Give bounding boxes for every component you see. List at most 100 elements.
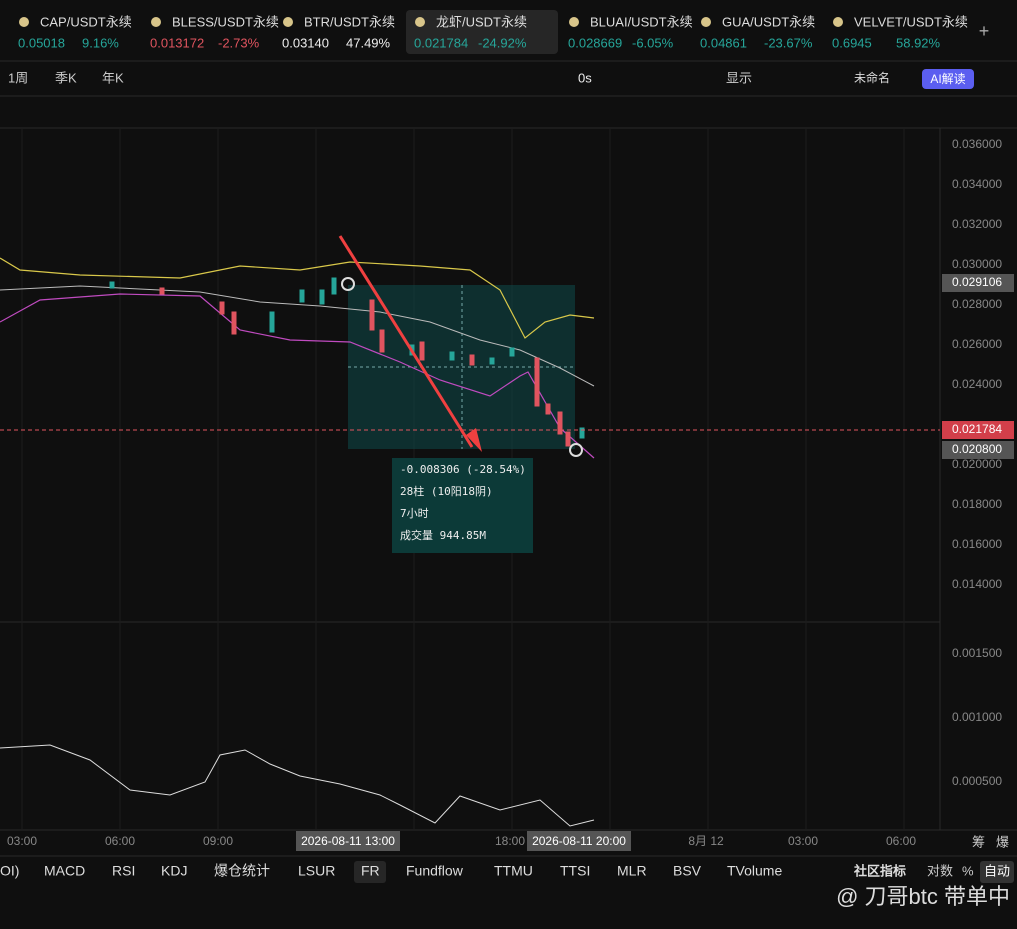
indicator-tab[interactable]: LSUR [298,863,335,879]
watermark: @ 刀哥btc 带单中 [836,884,1010,909]
ticker-price[interactable]: 0.04861 [700,35,747,50]
indicator-line [0,744,595,827]
ticker-change[interactable]: -6.05% [632,35,674,50]
price-label: 0.001500 [952,646,1002,660]
time-label: 06:00 [886,834,916,848]
price-label: 0.036000 [952,137,1002,151]
ticker-change[interactable]: -23.67% [764,35,813,50]
price-badge [942,421,1014,439]
price-badge-label: 0.029106 [952,275,1002,289]
price-label: 0.032000 [952,217,1002,231]
indicator-tab[interactable]: RSI [112,863,135,879]
time-badge [527,831,631,851]
ticker-name[interactable]: VELVET/USDT永续 [854,14,968,29]
time-badge [296,831,400,851]
ticker-name[interactable]: BTR/USDT永续 [304,14,395,29]
indicator-tab[interactable]: TVolume [727,863,782,879]
handle [569,443,583,457]
axis-button[interactable]: 筹 [972,834,985,849]
time-label: 03:00 [7,834,37,848]
price-label: 0.030000 [952,257,1002,271]
ticker-name[interactable]: 龙虾/USDT永续 [436,14,527,29]
auto-toggle[interactable]: 自动 [984,863,1010,878]
ticker-change[interactable]: 9.16% [82,35,119,50]
ticker-change[interactable]: 58.92% [896,35,941,50]
ticker-icon [283,17,293,27]
ticker-name[interactable]: BLUAI/USDT永续 [590,14,693,29]
price-badge-label: 0.020800 [952,442,1002,456]
time-label: 06:00 [105,834,135,848]
price-badge-label: 0.021784 [952,422,1002,436]
indicator-tab[interactable]: MLR [617,863,647,879]
indicator-tab[interactable]: TTSI [560,863,590,879]
grid [21,128,905,830]
indicator-tab[interactable]: FR [361,863,380,879]
indicator-tab[interactable]: MACD [44,863,85,879]
ticker-icon [415,17,425,27]
price-label: 0.026000 [952,337,1002,351]
band-lower [0,293,595,459]
indicator-tab[interactable]: KDJ [161,863,187,879]
display[interactable]: 显示 [726,70,752,85]
measure-tooltip [392,458,533,553]
period[interactable]: 年K [102,70,124,85]
time-badge-label: 2026-08-11 13:00 [301,834,395,848]
ticker-price[interactable]: 0.6945 [832,35,872,50]
ai-button-bg[interactable] [922,69,974,89]
ticker-change[interactable]: -24.92% [478,35,527,50]
time-badge-label: 2026-08-11 20:00 [532,834,626,848]
ticker-price[interactable]: 0.03140 [282,35,329,50]
ticker-icon [701,17,711,27]
ticker-icon [19,17,29,27]
ticker-icon [569,17,579,27]
ticker-price[interactable]: 0.05018 [18,35,65,50]
auto-bg [980,861,1014,883]
indicator-tab[interactable]: OI) [0,863,19,879]
time-label: 18:00 [495,834,525,848]
ai-button[interactable]: AI解读 [930,72,965,86]
measure-line: -0.008306 (-28.54%) [400,463,526,476]
ticker-name[interactable]: GUA/USDT永续 [722,14,815,29]
axis-button[interactable]: 爆 [996,834,1009,849]
price-label: 0.028000 [952,297,1002,311]
layout-name[interactable]: 未命名 [854,70,890,85]
indicator-tab[interactable]: 爆仓统计 [214,863,270,879]
percent-toggle[interactable]: % [962,863,974,878]
ticker-name[interactable]: BLESS/USDT永续 [172,14,279,29]
indicator-tab[interactable]: TTMU [494,863,533,879]
indicator-tab[interactable]: BSV [673,863,702,879]
ticker-price[interactable]: 0.013172 [150,35,204,50]
arrow [338,235,474,448]
price-badge [942,274,1014,292]
band-upper [0,257,595,339]
ticker-price[interactable]: 0.021784 [414,35,468,50]
ticker-name[interactable]: CAP/USDT永续 [40,14,132,29]
candles [109,277,585,447]
price-label: 0.034000 [952,177,1002,191]
measure-line: 成交量 944.85M [400,528,486,542]
price-label: 0.016000 [952,537,1002,551]
period[interactable]: 1周 [8,70,28,85]
ticker-price[interactable]: 0.028669 [568,35,622,50]
period[interactable]: 季K [55,70,77,85]
ticker-icon [151,17,161,27]
indicator-tab[interactable]: Fundflow [406,863,464,879]
ticker-change[interactable]: 47.49% [346,35,391,50]
more[interactable]: 社区指标 [853,863,906,878]
price-label: 0.014000 [952,577,1002,591]
ticker-change[interactable]: -2.73% [218,35,260,50]
active-tab-bg [354,861,386,883]
ticker-icon [833,17,843,27]
measure-line: 28柱 (10阳18阴) [400,484,493,498]
add-tab[interactable]: + [979,21,990,41]
price-label: 0.024000 [952,377,1002,391]
price-badge [942,441,1014,459]
time-label: 09:00 [203,834,233,848]
arrow-head [466,428,482,452]
handle [341,277,355,291]
price-label: 0.020000 [952,457,1002,471]
refresh[interactable]: 0s [578,70,592,85]
log-toggle[interactable]: 对数 [927,863,953,878]
